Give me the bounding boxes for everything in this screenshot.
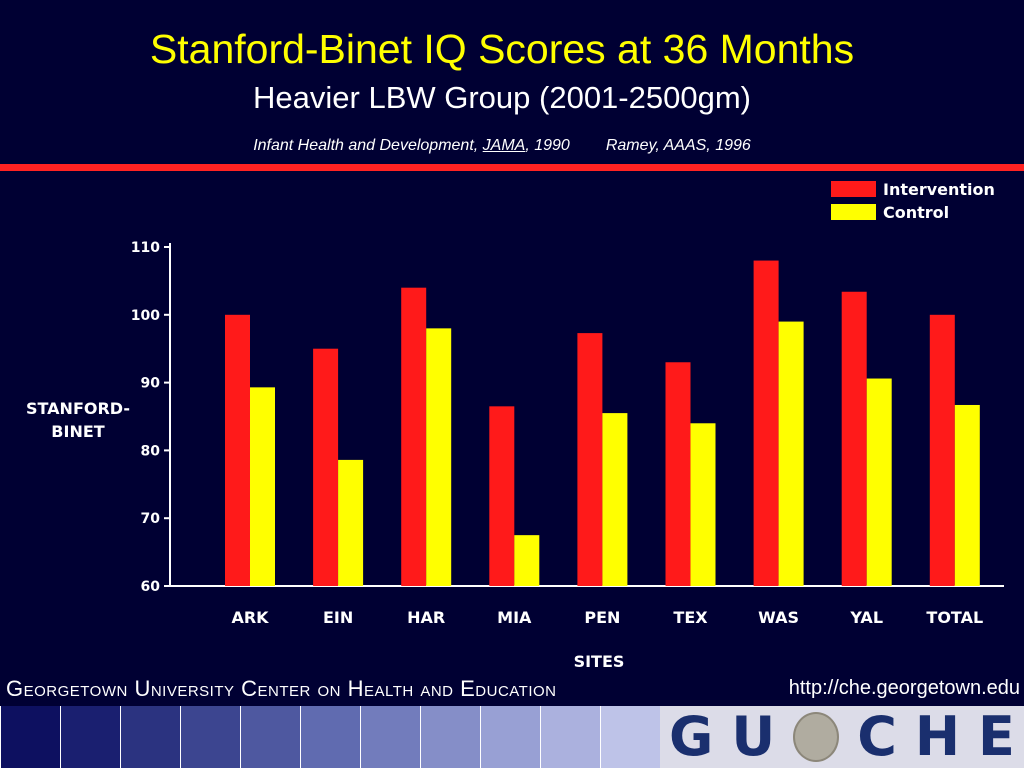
bar-intervention-mia: [489, 406, 515, 586]
footer-stripe: [300, 706, 360, 768]
footer-stripe: [240, 706, 300, 768]
footer-stripe: [0, 706, 60, 768]
x-tick-label: TOTAL: [926, 608, 983, 627]
y-tick-label: 90: [141, 376, 161, 392]
bar-control-mia: [514, 535, 540, 586]
x-tick-label: MIA: [497, 608, 532, 627]
footer-stripe: [540, 706, 600, 768]
footer: Georgetown University Center on Health a…: [6, 676, 1020, 702]
footer-stripe: [60, 706, 120, 768]
legend-swatch-control: [831, 204, 876, 220]
bar-intervention-total: [929, 314, 955, 586]
bar-control-tex: [690, 423, 716, 586]
bar-control-was: [778, 321, 804, 586]
slide-title: Stanford-Binet IQ Scores at 36 Months: [149, 26, 855, 72]
bar-intervention-yal: [841, 291, 867, 586]
footer-stripe: [600, 706, 660, 768]
georgetown-seal-icon: [793, 712, 840, 762]
bar-intervention-har: [401, 287, 427, 586]
y-tick-label: 100: [131, 308, 160, 324]
x-tick-label: EIN: [323, 608, 353, 627]
y-tick-label: 80: [141, 443, 161, 459]
footer-org: Georgetown University Center on Health a…: [6, 676, 557, 701]
bar-intervention-tex: [665, 362, 691, 586]
bar-intervention-ein: [313, 348, 339, 586]
bar-intervention-ark: [225, 314, 250, 586]
bar-control-yal: [866, 378, 892, 586]
bar-intervention-was: [753, 260, 779, 586]
y-axis-title: STANFORD-: [26, 399, 130, 418]
footer-gradient-stripes: [0, 706, 660, 768]
guche-logo: G U C H E: [660, 706, 1024, 768]
x-tick-label: TEX: [673, 608, 708, 627]
bar-control-ein: [338, 459, 364, 586]
x-tick-label: YAL: [849, 608, 883, 627]
legend-label-intervention: Intervention: [883, 180, 995, 199]
legend-label-control: Control: [883, 203, 949, 222]
y-tick-label: 110: [131, 240, 160, 256]
legend-swatch-intervention: [831, 181, 876, 197]
bar-control-har: [426, 328, 452, 586]
x-axis-title: SITES: [574, 652, 625, 671]
bar-control-pen: [602, 413, 628, 586]
citation-text: Infant Health and Development,: [253, 137, 483, 154]
y-axis-title: BINET: [51, 422, 104, 441]
x-tick-label: PEN: [584, 608, 620, 627]
citation: Infant Health and Development, JAMA, 199…: [0, 136, 1004, 156]
logo-letter-h: H: [914, 705, 961, 768]
y-tick-label: 70: [141, 511, 161, 527]
x-tick-label: HAR: [407, 608, 445, 627]
title-divider: [0, 164, 1024, 171]
logo-letter-u: U: [731, 705, 776, 768]
footer-stripe: [480, 706, 540, 768]
citation-year: , 1990: [525, 137, 570, 154]
slide-subtitle: Heavier LBW Group (2001-2500gm): [253, 80, 751, 115]
logo-letter-g: G: [669, 705, 714, 768]
footer-stripe: [120, 706, 180, 768]
logo-letter-c: C: [857, 705, 897, 768]
logo-letter-e: E: [978, 705, 1015, 768]
footer-url[interactable]: http://che.georgetown.edu: [788, 677, 1020, 699]
x-tick-label: WAS: [758, 608, 799, 627]
y-tick-label: 60: [141, 579, 161, 595]
citation-second: Ramey, AAAS, 1996: [605, 137, 751, 154]
bar-chart: 60 70 80 90 100 110 ARK EIN HAR MIA PEN TEX WAS YAL TO…: [26, 180, 1004, 671]
x-tick-label: ARK: [231, 608, 269, 627]
footer-stripe: [360, 706, 420, 768]
citation-journal: JAMA: [482, 137, 526, 154]
footer-stripe: [180, 706, 240, 768]
bar-control-ark: [250, 387, 275, 586]
bar-intervention-pen: [577, 333, 603, 586]
bar-control-total: [954, 404, 980, 586]
footer-stripe: [420, 706, 480, 768]
